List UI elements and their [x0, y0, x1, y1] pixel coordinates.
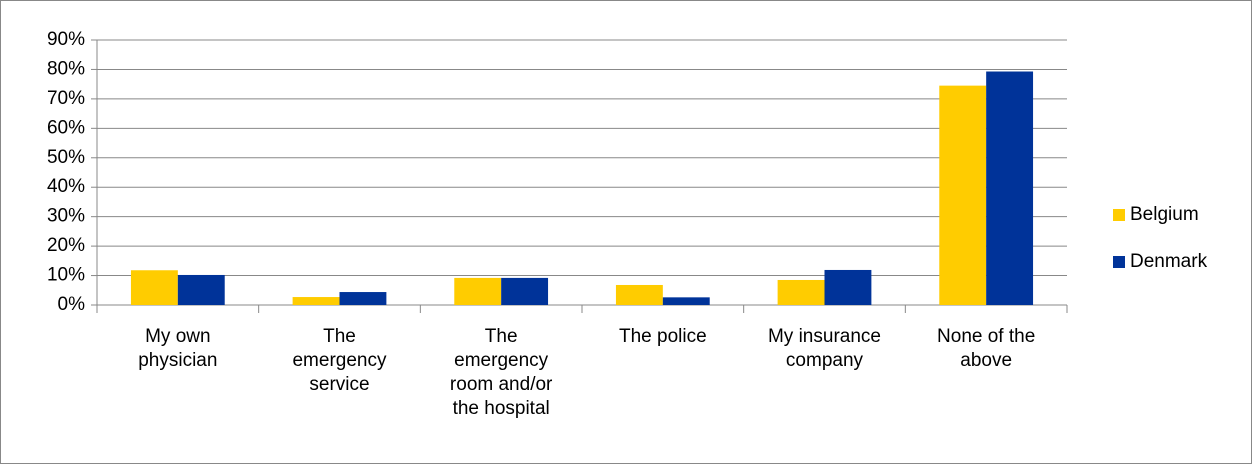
- y-tick-label: 90%: [47, 29, 85, 50]
- bar: [615, 284, 663, 305]
- x-tick-label: None of the above: [937, 326, 1036, 371]
- legend-label: Denmark: [1130, 251, 1208, 272]
- y-tick-label: 20%: [47, 235, 85, 256]
- y-tick-label: 10%: [47, 265, 85, 286]
- bar: [662, 297, 710, 305]
- legend-swatch: [1113, 209, 1125, 221]
- bar: [501, 277, 549, 305]
- x-tick-label: The emergency room and/or the hospital: [449, 326, 553, 419]
- y-tick-label: 70%: [47, 88, 85, 109]
- x-tick-label: The police: [618, 326, 707, 347]
- legend-swatch: [1113, 256, 1125, 268]
- y-tick-label: 0%: [58, 294, 86, 315]
- x-tick-label: My insurance company: [767, 326, 881, 371]
- y-tick-label: 60%: [47, 117, 85, 138]
- bar: [177, 274, 225, 305]
- y-tick-label: 30%: [47, 206, 85, 227]
- bar: [939, 85, 987, 305]
- y-tick-label: 80%: [47, 58, 85, 79]
- bar: [339, 292, 387, 305]
- bar: [777, 279, 825, 305]
- bar: [454, 277, 502, 305]
- legend-label: Belgium: [1130, 204, 1199, 225]
- bar: [986, 71, 1034, 305]
- bar: [130, 270, 178, 305]
- bar: [824, 269, 872, 305]
- bar: [292, 297, 340, 305]
- x-tick-label: The emergency service: [292, 326, 387, 395]
- y-tick-label: 50%: [47, 147, 85, 168]
- x-tick-label: My own physician: [138, 326, 218, 371]
- y-tick-label: 40%: [47, 176, 85, 197]
